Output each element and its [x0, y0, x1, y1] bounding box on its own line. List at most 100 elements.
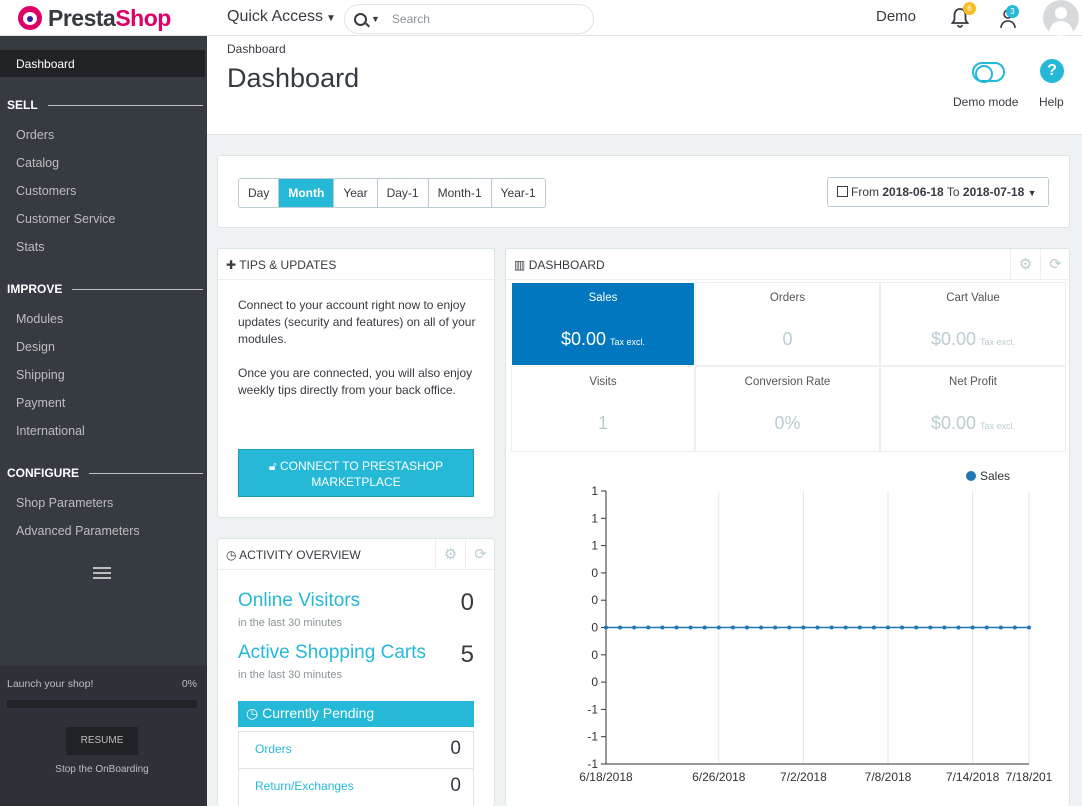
- card-header: ▥ DASHBOARD ⚙ ⟳: [506, 249, 1069, 280]
- sales-data-point: [900, 625, 905, 630]
- caret-down-icon[interactable]: ▼: [371, 14, 380, 24]
- kpi-visits[interactable]: Visits 1: [511, 366, 695, 452]
- unlock-icon: 🔓︎: [268, 459, 277, 473]
- brand-first: Presta: [48, 4, 116, 31]
- user-name[interactable]: Demo: [876, 8, 917, 25]
- sidebar-item-catalog[interactable]: Catalog: [16, 156, 60, 170]
- bar-chart-icon: ▥: [514, 258, 526, 272]
- kpi-label: Cart Value: [946, 292, 1000, 304]
- sales-data-point: [773, 625, 778, 630]
- refresh-icon[interactable]: ⟳: [465, 539, 495, 570]
- tips-text: Connect to your account right now to enj…: [238, 298, 476, 346]
- refresh-icon[interactable]: ⟳: [1040, 249, 1070, 280]
- calendar-icon: [837, 186, 848, 197]
- divider: [89, 472, 203, 474]
- card-title: TIPS & UPDATES: [239, 258, 337, 272]
- button-label: CONNECT TO PRESTASHOP MARKETPLACE: [279, 459, 444, 489]
- clock-icon: ◷: [246, 705, 259, 721]
- search-icon[interactable]: [354, 12, 367, 26]
- clock-icon: ◷: [226, 548, 237, 562]
- card-title: ACTIVITY OVERVIEW: [239, 548, 361, 562]
- section-title: IMPROVE: [7, 282, 63, 296]
- pending-orders-value: 0: [450, 738, 461, 759]
- search-input[interactable]: Search: [391, 12, 430, 26]
- pending-orders-label[interactable]: Orders: [255, 742, 292, 756]
- demo-mode-toggle-icon[interactable]: [972, 62, 1005, 83]
- pending-returns-label[interactable]: Return/Exchanges: [255, 779, 354, 793]
- prestashop-logo[interactable]: PrestaShop: [18, 4, 178, 32]
- avatar[interactable]: [1043, 0, 1079, 36]
- collapse-menu-icon[interactable]: [93, 567, 111, 579]
- online-visitors-value: 0: [460, 589, 474, 616]
- connect-marketplace-button[interactable]: 🔓︎ CONNECT TO PRESTASHOP MARKETPLACE: [238, 449, 474, 497]
- date-from: 2018-06-18: [882, 185, 944, 199]
- y-tick-label: 1: [591, 511, 598, 525]
- kpi-value: $0.00 Tax excl.: [512, 329, 694, 350]
- activity-overview-card: ◷ ACTIVITY OVERVIEW ⚙ ⟳ Online Visitors …: [217, 538, 495, 806]
- demo-mode-label[interactable]: Demo mode: [953, 95, 1019, 109]
- active-carts-link[interactable]: Active Shopping Carts: [238, 642, 426, 663]
- configure-gear-icon[interactable]: ⚙: [1010, 249, 1040, 280]
- kpi-sales[interactable]: Sales $0.00 Tax excl.: [511, 282, 695, 366]
- page-header: Dashboard Dashboard Demo mode ? Help: [207, 36, 1082, 135]
- sales-data-point: [688, 625, 693, 630]
- sidebar-item-design[interactable]: Design: [16, 340, 55, 354]
- notification-badge: 6: [963, 2, 976, 15]
- sales-data-point: [730, 625, 735, 630]
- y-tick-label: 0: [591, 566, 598, 580]
- x-tick-label: 7/2/2018: [780, 770, 827, 784]
- help-icon[interactable]: ?: [1040, 59, 1064, 83]
- date-range-button[interactable]: From 2018-06-18 To 2018-07-18 ▼: [827, 177, 1049, 207]
- period-year-button[interactable]: Year: [334, 179, 378, 207]
- sales-data-point: [787, 625, 792, 630]
- sidebar-item-international[interactable]: International: [16, 424, 85, 438]
- kpi-amount: $0.00: [930, 329, 977, 349]
- sidebar-item-advanced-parameters[interactable]: Advanced Parameters: [16, 524, 140, 538]
- puzzle-icon: ✚: [226, 258, 237, 272]
- period-day-1-button[interactable]: Day-1: [378, 179, 429, 207]
- date-to-label: To: [946, 185, 960, 199]
- y-tick-label: 0: [591, 675, 598, 689]
- sales-data-point: [984, 625, 989, 630]
- active-carts-value: 5: [460, 641, 474, 668]
- stop-onboarding-link[interactable]: Stop the OnBoarding: [55, 764, 149, 775]
- onboarding-panel: Launch your shop! 0% RESUME Stop the OnB…: [0, 666, 207, 806]
- pending-orders-row[interactable]: 0 Orders: [238, 731, 474, 769]
- kpi-amount: 1: [597, 413, 608, 433]
- sidebar-item-customers[interactable]: Customers: [16, 184, 77, 198]
- sidebar-item-customer-service[interactable]: Customer Service: [16, 212, 116, 226]
- sidebar-item-modules[interactable]: Modules: [16, 312, 64, 326]
- kpi-cart-value[interactable]: Cart Value $0.00 Tax excl.: [880, 282, 1066, 366]
- sales-data-point: [857, 625, 862, 630]
- sidebar-item-shop-parameters[interactable]: Shop Parameters: [16, 496, 114, 510]
- sidebar-item-stats[interactable]: Stats: [16, 240, 45, 254]
- kpi-orders[interactable]: Orders 0: [695, 282, 880, 366]
- sidebar-section-improve: IMPROVE: [7, 282, 203, 296]
- x-tick-label: 6/18/2018: [579, 770, 633, 784]
- search-box[interactable]: ▼ Search: [344, 4, 594, 34]
- sales-data-point: [1027, 625, 1031, 630]
- period-month-button[interactable]: Month: [279, 179, 335, 207]
- configure-gear-icon[interactable]: ⚙: [435, 539, 465, 570]
- sidebar-item-shipping[interactable]: Shipping: [16, 368, 65, 382]
- online-visitors-link[interactable]: Online Visitors: [238, 590, 361, 611]
- pending-returns-row[interactable]: 0 Return/Exchanges: [238, 769, 474, 806]
- help-label[interactable]: Help: [1039, 95, 1064, 109]
- period-day-button[interactable]: Day: [239, 179, 280, 207]
- period-month-1-button[interactable]: Month-1: [429, 179, 492, 207]
- sidebar-item-payment[interactable]: Payment: [16, 396, 66, 410]
- sales-data-point: [871, 625, 876, 630]
- period-year-1-button[interactable]: Year-1: [500, 186, 536, 200]
- period-filter-card: Day Month Year Day-1 Month-1 Year-1 From…: [217, 155, 1070, 228]
- sales-data-point: [928, 625, 933, 630]
- kpi-conversion-rate[interactable]: Conversion Rate 0%: [695, 366, 880, 452]
- sidebar-item-dashboard[interactable]: Dashboard: [0, 50, 205, 77]
- sidebar-item-orders[interactable]: Orders: [16, 128, 55, 142]
- online-visitors-sub: in the last 30 minutes: [238, 617, 342, 629]
- sales-data-point: [745, 625, 749, 630]
- kpi-net-profit[interactable]: Net Profit $0.00 Tax excl.: [880, 366, 1066, 452]
- breadcrumb[interactable]: Dashboard: [227, 42, 286, 56]
- resume-button[interactable]: RESUME: [66, 727, 138, 755]
- x-tick-label: 7/18/201: [1006, 770, 1053, 784]
- quick-access-menu[interactable]: Quick Access ▼: [227, 8, 336, 26]
